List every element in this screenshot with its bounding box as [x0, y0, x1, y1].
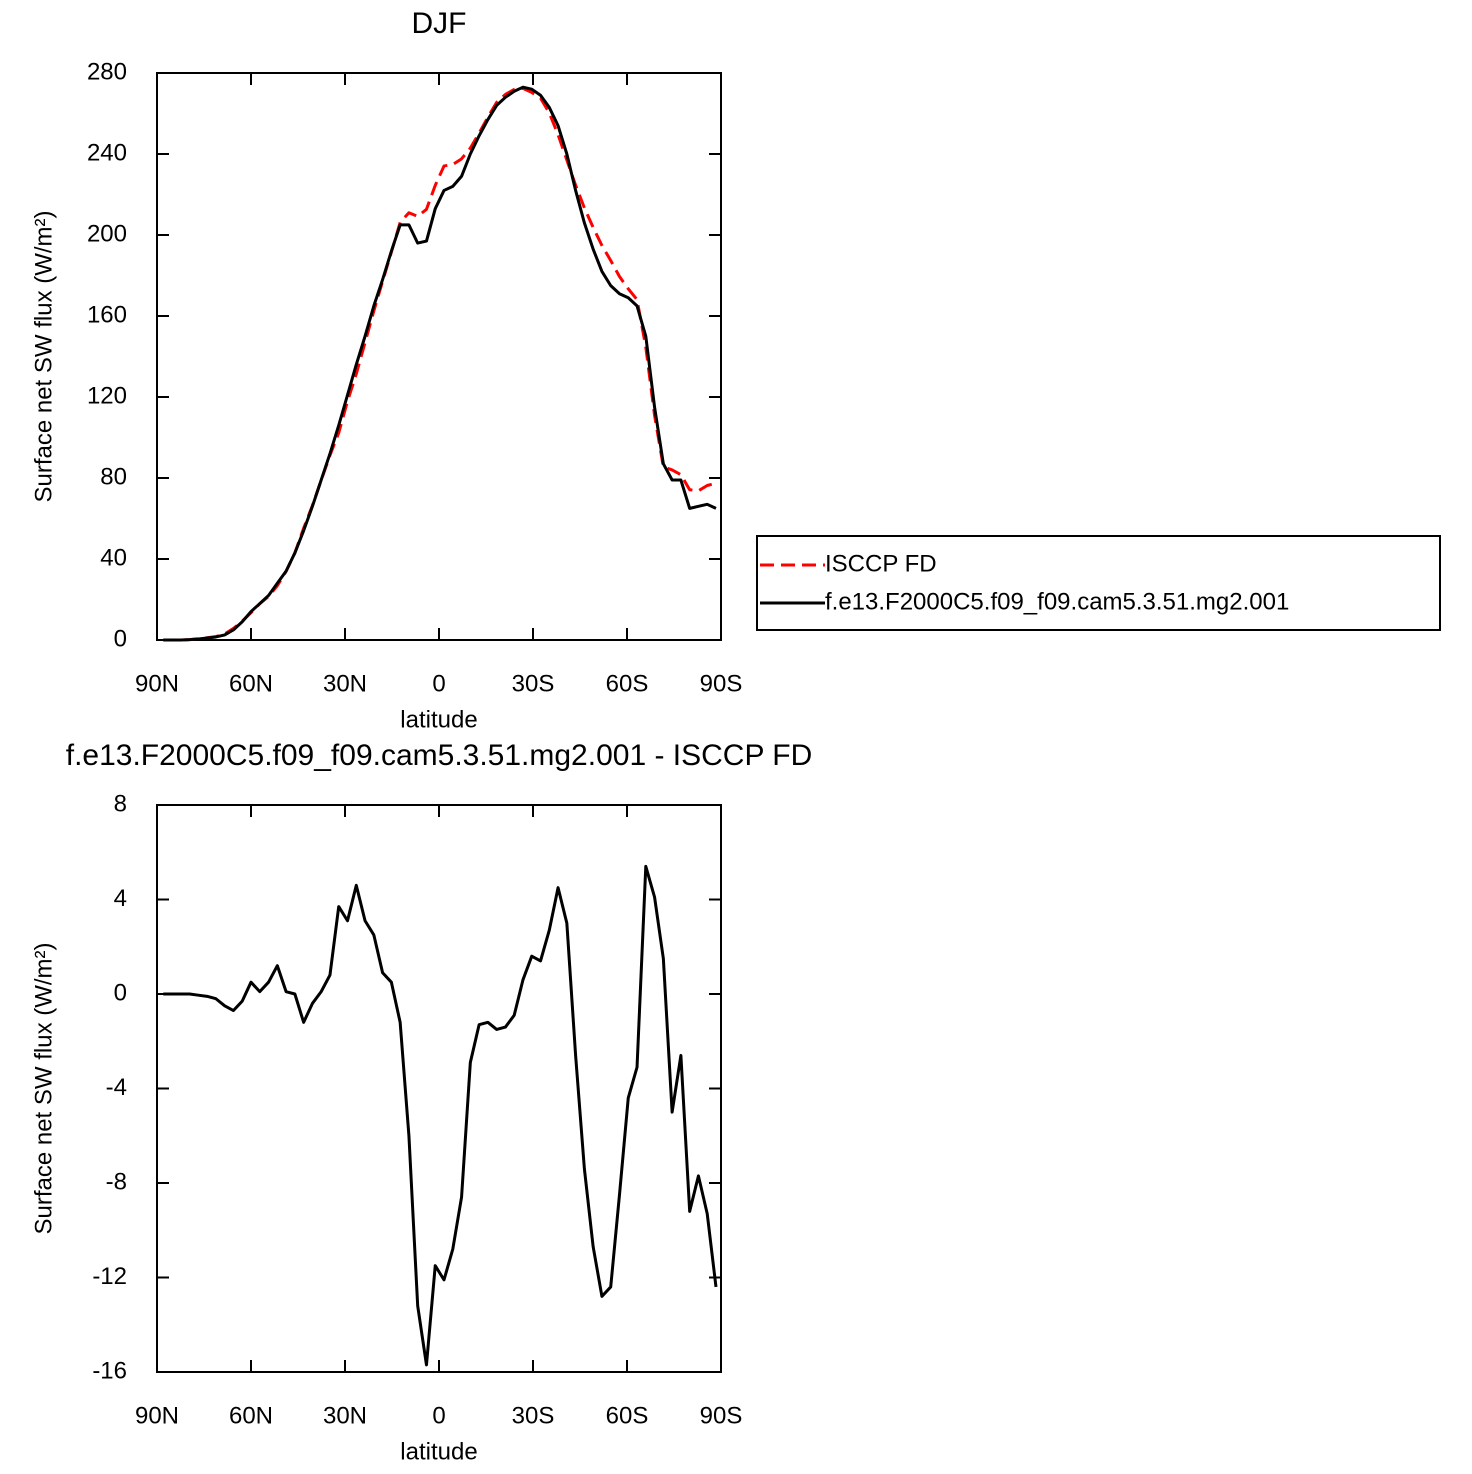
- y-tick-label: 0: [114, 625, 127, 652]
- y-tick-label: 80: [100, 463, 127, 490]
- x-tick-label: 60N: [229, 670, 273, 697]
- legend-box: [756, 535, 1441, 631]
- x-tick-label: 90N: [135, 1402, 179, 1429]
- y-tick-label: 160: [87, 301, 127, 328]
- y-tick-label: 0: [114, 979, 127, 1006]
- y-tick-label: -4: [106, 1074, 127, 1101]
- x-tick-label: 90N: [135, 670, 179, 697]
- data-line: [163, 864, 718, 1367]
- plot-frame: [156, 804, 722, 1373]
- plot-frame: [156, 72, 722, 641]
- x-tick-label: 30S: [512, 1402, 555, 1429]
- data-line: [163, 85, 717, 642]
- chart-title: f.e13.F2000C5.f09_f09.cam5.3.51.mg2.001 …: [66, 739, 813, 772]
- y-axis-label: Surface net SW flux (W/m²): [30, 210, 57, 502]
- legend-label: f.e13.F2000C5.f09_f09.cam5.3.51.mg2.001: [825, 588, 1289, 615]
- y-tick-label: 40: [100, 544, 127, 571]
- x-tick-label: 90S: [700, 1402, 743, 1429]
- x-tick-label: 60S: [606, 1402, 649, 1429]
- y-tick-label: -8: [106, 1168, 127, 1195]
- y-tick-label: 240: [87, 139, 127, 166]
- y-tick-label: 120: [87, 382, 127, 409]
- chart-title: DJF: [412, 7, 467, 40]
- x-tick-label: 30S: [512, 670, 555, 697]
- x-tick-label: 30N: [323, 1402, 367, 1429]
- x-tick-label: 60S: [606, 670, 649, 697]
- y-tick-label: -16: [92, 1357, 127, 1384]
- x-axis-label: latitude: [400, 706, 477, 733]
- y-tick-label: 4: [114, 885, 127, 912]
- y-tick-label: 200: [87, 220, 127, 247]
- y-tick-label: 8: [114, 790, 127, 817]
- legend-label: ISCCP FD: [825, 550, 937, 577]
- x-tick-label: 0: [432, 1402, 445, 1429]
- y-tick-label: -12: [92, 1263, 127, 1290]
- y-tick-label: 280: [87, 58, 127, 85]
- x-axis-label: latitude: [400, 1438, 477, 1465]
- x-tick-label: 30N: [323, 670, 367, 697]
- x-tick-label: 90S: [700, 670, 743, 697]
- y-axis-label: Surface net SW flux (W/m²): [30, 942, 57, 1234]
- x-tick-label: 60N: [229, 1402, 273, 1429]
- data-line: [163, 86, 717, 642]
- x-tick-label: 0: [432, 670, 445, 697]
